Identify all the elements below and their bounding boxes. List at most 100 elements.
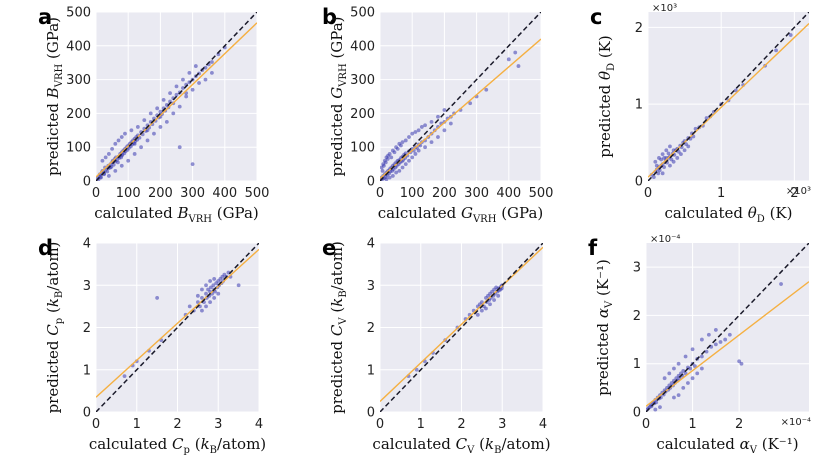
panel-f: 0 1 2 0 1 2 3 f ×10⁻⁴ ×10⁻⁴ calculated αV (K⁻¹) pre… — [588, 234, 811, 456]
data-point — [662, 156, 666, 160]
data-point — [654, 163, 659, 168]
y-axis-label: predicted θD (K) — [596, 35, 617, 157]
data-point — [429, 140, 434, 145]
x-tick-label: 300 — [180, 186, 205, 201]
data-point — [475, 312, 480, 317]
data-point — [148, 111, 153, 116]
y-axis-label: predicted Cp (kB/atom) — [44, 242, 65, 414]
y-axis-label: predicted GVRH (GPa) — [328, 16, 349, 176]
y-tick-label: 500 — [350, 6, 375, 21]
data-point — [704, 116, 709, 120]
data-point — [479, 300, 484, 305]
data-point — [656, 171, 661, 176]
y-tick-label: 200 — [350, 107, 375, 122]
data-point — [407, 135, 411, 139]
y-tick-label: 4 — [367, 237, 375, 252]
x-axis-label: calculated θD (K) — [665, 204, 793, 225]
y-tick-label: 2 — [633, 309, 641, 324]
data-point — [174, 92, 179, 97]
x-tick-label: 1 — [688, 417, 696, 432]
data-point — [492, 298, 496, 302]
data-point — [168, 91, 172, 96]
data-point — [135, 125, 140, 129]
data-point — [679, 152, 683, 157]
panel-a: 0 100 200 300 400 500 0 100 200 300 400 500 a calcula… — [38, 5, 269, 225]
data-point — [676, 361, 681, 366]
data-point — [658, 405, 662, 410]
y-tick-label: 0 — [635, 175, 643, 190]
data-point — [392, 150, 397, 155]
data-point — [155, 106, 160, 111]
data-point — [106, 174, 111, 178]
x-tick-label: 200 — [432, 186, 457, 201]
data-point — [733, 88, 738, 93]
data-point — [399, 143, 403, 148]
data-point — [119, 163, 124, 168]
data-point — [204, 304, 208, 309]
data-point — [423, 145, 427, 150]
data-point — [416, 128, 421, 133]
x-axis-label: calculated CV (kB/atom) — [372, 435, 550, 456]
data-point — [145, 138, 150, 143]
data-point — [387, 175, 392, 180]
data-point — [779, 282, 783, 286]
data-point — [686, 381, 690, 385]
data-point — [389, 155, 394, 160]
fit-line — [646, 281, 809, 407]
identity-line — [96, 12, 257, 181]
data-point — [737, 359, 742, 364]
data-point — [208, 279, 213, 283]
data-point — [423, 123, 427, 128]
y-tick-label: 1 — [83, 363, 91, 378]
data-point — [210, 70, 214, 75]
panel-b: 0 100 200 300 400 500 0 100 200 300 400 500 b calcula… — [322, 5, 553, 225]
x-tick-label: 0 — [92, 186, 100, 201]
data-point — [152, 131, 156, 136]
data-point — [400, 165, 405, 170]
data-point — [668, 144, 672, 149]
x-tick-label: 400 — [496, 186, 521, 201]
y-axis-label: predicted αV (K⁻¹) — [594, 259, 615, 396]
data-point — [236, 283, 241, 288]
data-point — [496, 293, 501, 298]
data-point — [660, 152, 665, 157]
x-tick-label: 200 — [148, 186, 173, 201]
data-point — [693, 126, 698, 131]
x-tick-label: 500 — [245, 186, 270, 201]
data-point — [142, 118, 147, 123]
data-point — [181, 77, 185, 82]
y-tick-label: 0 — [367, 406, 375, 421]
data-point — [704, 349, 709, 354]
data-point — [403, 162, 408, 167]
x-tick-label: 0 — [376, 417, 384, 432]
y-tick-label: 2 — [635, 21, 643, 36]
data-point — [400, 140, 405, 145]
identity-line — [646, 243, 809, 412]
fit-line — [380, 246, 543, 402]
data-point — [204, 291, 208, 296]
data-point — [187, 70, 192, 75]
data-point — [216, 291, 221, 296]
data-point — [181, 86, 185, 90]
data-point — [395, 146, 400, 151]
data-point — [105, 169, 110, 174]
data-point — [672, 395, 676, 400]
data-point — [103, 155, 108, 160]
y-tick-label: 1 — [367, 363, 375, 378]
y-tick-label: 200 — [66, 107, 91, 122]
data-point — [122, 374, 127, 378]
data-point — [110, 146, 114, 151]
x-tick-label: 0 — [92, 417, 100, 432]
identity-line — [648, 12, 809, 181]
x-tick-label: 4 — [539, 417, 547, 432]
x-tick-label: 4 — [255, 417, 263, 432]
y-tick-label: 4 — [83, 237, 91, 252]
data-point — [211, 283, 216, 288]
data-point — [681, 369, 686, 373]
panel-letter: d — [38, 236, 53, 260]
x-tick-label: 100 — [400, 186, 425, 201]
data-point — [174, 84, 179, 89]
y-axis-label: predicted CV (kB/atom) — [328, 241, 349, 414]
data-point — [126, 158, 131, 163]
